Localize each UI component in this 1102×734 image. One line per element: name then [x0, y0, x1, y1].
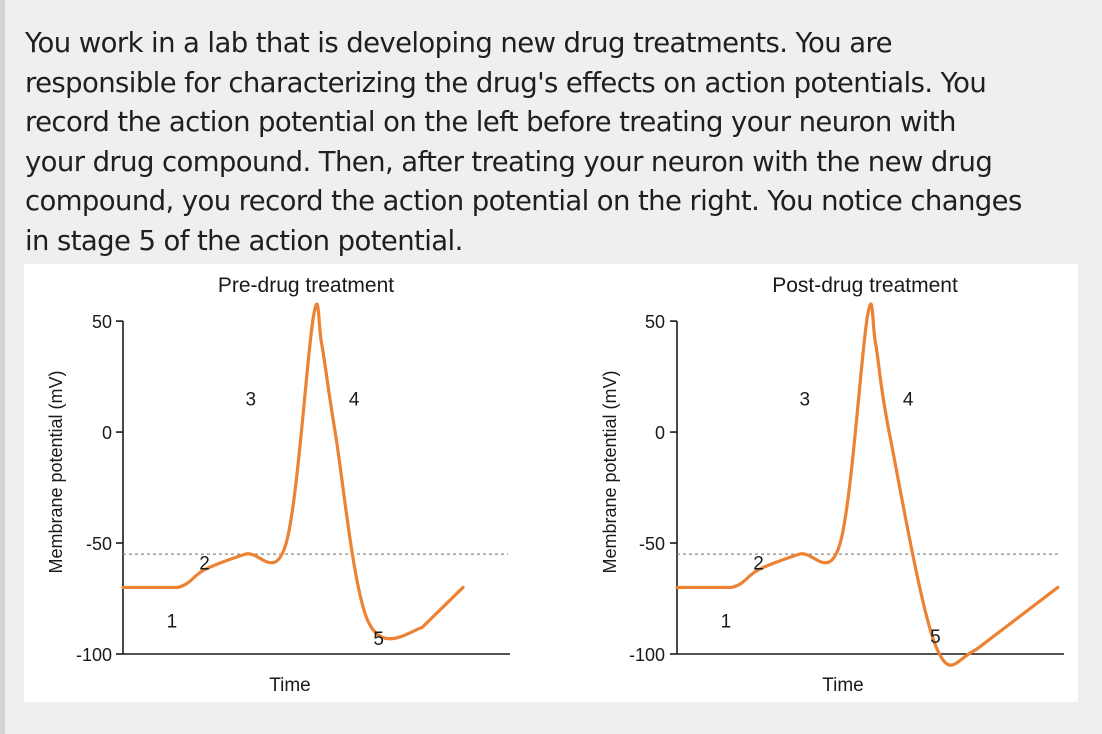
action-potential-trace — [675, 302, 1060, 667]
stage-label: 4 — [349, 389, 360, 410]
stage-label: 1 — [721, 611, 732, 632]
y-tick-label: 0 — [655, 423, 665, 443]
y-axis-label: Membrane potential (mV) — [46, 370, 66, 573]
question-text: You work in a lab that is developing new… — [25, 24, 1085, 262]
action-potential-trace — [121, 302, 465, 641]
stage-label: 5 — [373, 629, 384, 650]
x-axis-label: Time — [269, 675, 311, 696]
y-tick-label: 50 — [92, 312, 112, 332]
stage-label: 2 — [199, 554, 210, 575]
y-axis-label: Membrane potential (mV) — [600, 370, 620, 573]
x-axis-label: Time — [822, 675, 864, 696]
question-line: compound, you record the action potentia… — [25, 185, 1022, 218]
question-line: You work in a lab that is developing new… — [25, 27, 893, 59]
stage-label: 2 — [753, 554, 764, 575]
y-tick-label: -100 — [629, 645, 665, 665]
y-tick-label: 50 — [645, 312, 665, 332]
stage-label: 1 — [167, 611, 178, 632]
action-potential-figure: Pre-drug treatment 50 0 -50 -100 1 2 3 4 5 Time Mem… — [24, 264, 1078, 702]
stage-label: 3 — [800, 389, 811, 410]
y-tick-label: -50 — [639, 534, 665, 554]
y-tick-label: -50 — [86, 534, 112, 554]
question-line: responsible for characterizing the drug'… — [25, 66, 987, 99]
stage-label: 5 — [930, 627, 941, 648]
stage-label: 4 — [903, 389, 914, 410]
y-tick-label: 0 — [102, 423, 112, 443]
y-tick-label: -100 — [76, 645, 112, 665]
stage-label: 3 — [246, 389, 257, 410]
chart-title: Pre-drug treatment — [218, 274, 394, 297]
question-line: record the action potential on the left … — [25, 106, 956, 139]
window-left-edge — [0, 0, 5, 734]
question-line: in stage 5 of the action potential. — [25, 224, 463, 257]
question-line: your drug compound. Then, after treating… — [25, 145, 993, 178]
chart-title: Post-drug treatment — [772, 274, 958, 297]
